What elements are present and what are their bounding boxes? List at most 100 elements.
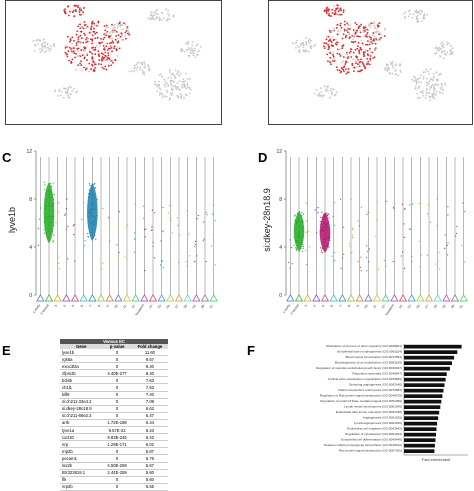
fold-cell: 5.67 [131,462,168,470]
gene-cell: exoc3l2a [60,362,103,371]
umap-point [360,39,363,42]
violin-point [91,194,93,196]
umap-point [148,69,151,72]
umap-point [79,62,81,65]
umap-point [70,93,72,96]
violin-point [95,215,97,217]
category-label: 3- [304,303,309,308]
violin-base [364,294,373,302]
umap-point [445,53,447,56]
umap-point [339,55,342,57]
umap-point [110,64,113,67]
gene-cell: lyve1b [60,349,103,357]
umap-point [432,72,435,75]
umap-point [341,37,344,40]
umap-point [418,10,420,13]
umap-point [184,80,187,83]
umap-point [431,78,433,80]
umap-point [79,7,81,9]
umap-point [94,53,97,56]
umap-point [298,49,301,52]
umap-point [357,70,359,73]
violin-point [134,203,136,205]
table-row: zfpm2b 4.40E-277 8.40 [60,369,168,378]
umap-point [422,75,425,78]
violin-point [326,223,328,225]
violin-point [401,203,404,205]
umap-point [101,66,104,69]
category-label: 6- [330,303,335,308]
violin-point [51,205,54,207]
umap-point [325,42,328,45]
umap-point [94,46,97,49]
violin-point [365,256,367,259]
umap-point [334,93,337,96]
umap-point [358,51,360,53]
umap-point [424,71,427,73]
umap-point [437,79,440,81]
violin-point [300,236,302,238]
umap-point [321,96,324,98]
violin-point [326,222,328,224]
umap-point [80,49,83,52]
violin-point [341,257,344,259]
umap-point [105,42,108,44]
umap-point [112,24,114,27]
violin-point [188,255,191,257]
umap-point [336,52,339,55]
umap-point [349,24,352,27]
violin-point [88,189,90,191]
umap-point [138,61,140,64]
umap-point [341,45,344,48]
umap-point [110,34,113,37]
umap-point [380,33,383,36]
umap-point [158,87,161,89]
violin-point [294,214,296,216]
umap-point [191,40,194,43]
violin-base [122,294,132,302]
umap-point [130,70,133,72]
violin-point [300,221,303,223]
y-tick-label: 0 [29,293,32,299]
umap-point [192,49,195,52]
umap-point [154,10,157,13]
umap-point [446,41,449,44]
go-term-label: Heparan sulfate proteoglycan biosyntheti… [324,443,402,447]
violin-point [160,240,162,242]
violin-point [297,220,299,222]
umap-point [333,30,335,33]
umap-point [359,46,362,49]
umap-point [399,69,402,72]
umap-point [73,9,76,11]
umap-point [103,48,106,51]
umap-point [73,52,76,55]
umap-point [360,58,362,61]
umap-point [78,11,81,14]
umap-point [328,29,331,32]
umap-point [434,47,437,50]
umap-point [437,83,440,86]
umap-point [337,14,339,16]
violin-point [327,243,329,246]
violin-point [194,240,197,242]
umap-point [158,80,160,83]
umap-point [328,45,330,48]
umap-point [345,35,347,37]
violin-base [442,294,451,302]
violin-point [57,262,59,264]
violin-base [131,294,140,302]
violin-point [87,232,89,235]
panel-letter-e: E [2,343,11,358]
umap-point [336,48,339,51]
umap-point [339,24,342,27]
umap-point [161,19,163,21]
umap-point [153,14,156,16]
umap-point [171,92,174,94]
violin-point [291,247,293,249]
violin-point [94,183,96,185]
violin-point [91,203,93,205]
umap-point [187,47,190,49]
go-bar [404,350,458,354]
umap-point [298,46,300,49]
umap-point [71,42,73,45]
